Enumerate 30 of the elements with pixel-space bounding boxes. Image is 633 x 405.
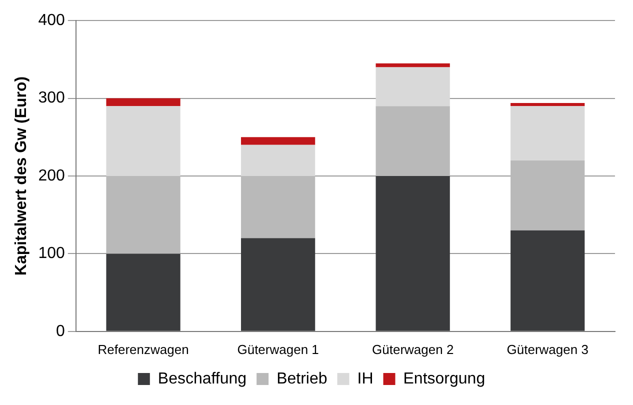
bar [376, 106, 450, 176]
legend-label: Betrieb [276, 370, 328, 388]
bar [510, 106, 585, 160]
legend-label: Entsorgung [403, 370, 486, 388]
legend-label: IH [357, 370, 374, 388]
bar [106, 176, 180, 254]
bar [240, 137, 316, 145]
x-tick-label: Güterwagen 1 [237, 342, 319, 357]
x-tick-label: Güterwagen 2 [372, 342, 454, 357]
y-tick-label: 400 [38, 12, 65, 30]
y-tick-label: 100 [38, 245, 65, 262]
bar [106, 254, 180, 331]
bar [240, 176, 316, 238]
legend-label: Beschaffung [158, 370, 247, 388]
y-tick-label: 0 [56, 322, 65, 340]
y-tick-label: 200 [38, 167, 65, 184]
bar [240, 238, 316, 331]
x-tick-label: Güterwagen 3 [506, 342, 588, 357]
y-axis-title: Kapitalwert des Gw (Euro) [13, 76, 30, 276]
y-tick-label: 300 [38, 90, 65, 107]
bar [376, 176, 450, 331]
bar [510, 160, 585, 230]
x-tick-label: Referenzwagen [98, 342, 189, 357]
bar [106, 98, 180, 106]
bar [376, 63, 450, 68]
bar [106, 106, 180, 176]
bar [510, 102, 585, 106]
bar [510, 230, 585, 331]
bar [376, 67, 450, 106]
bar [240, 144, 316, 176]
